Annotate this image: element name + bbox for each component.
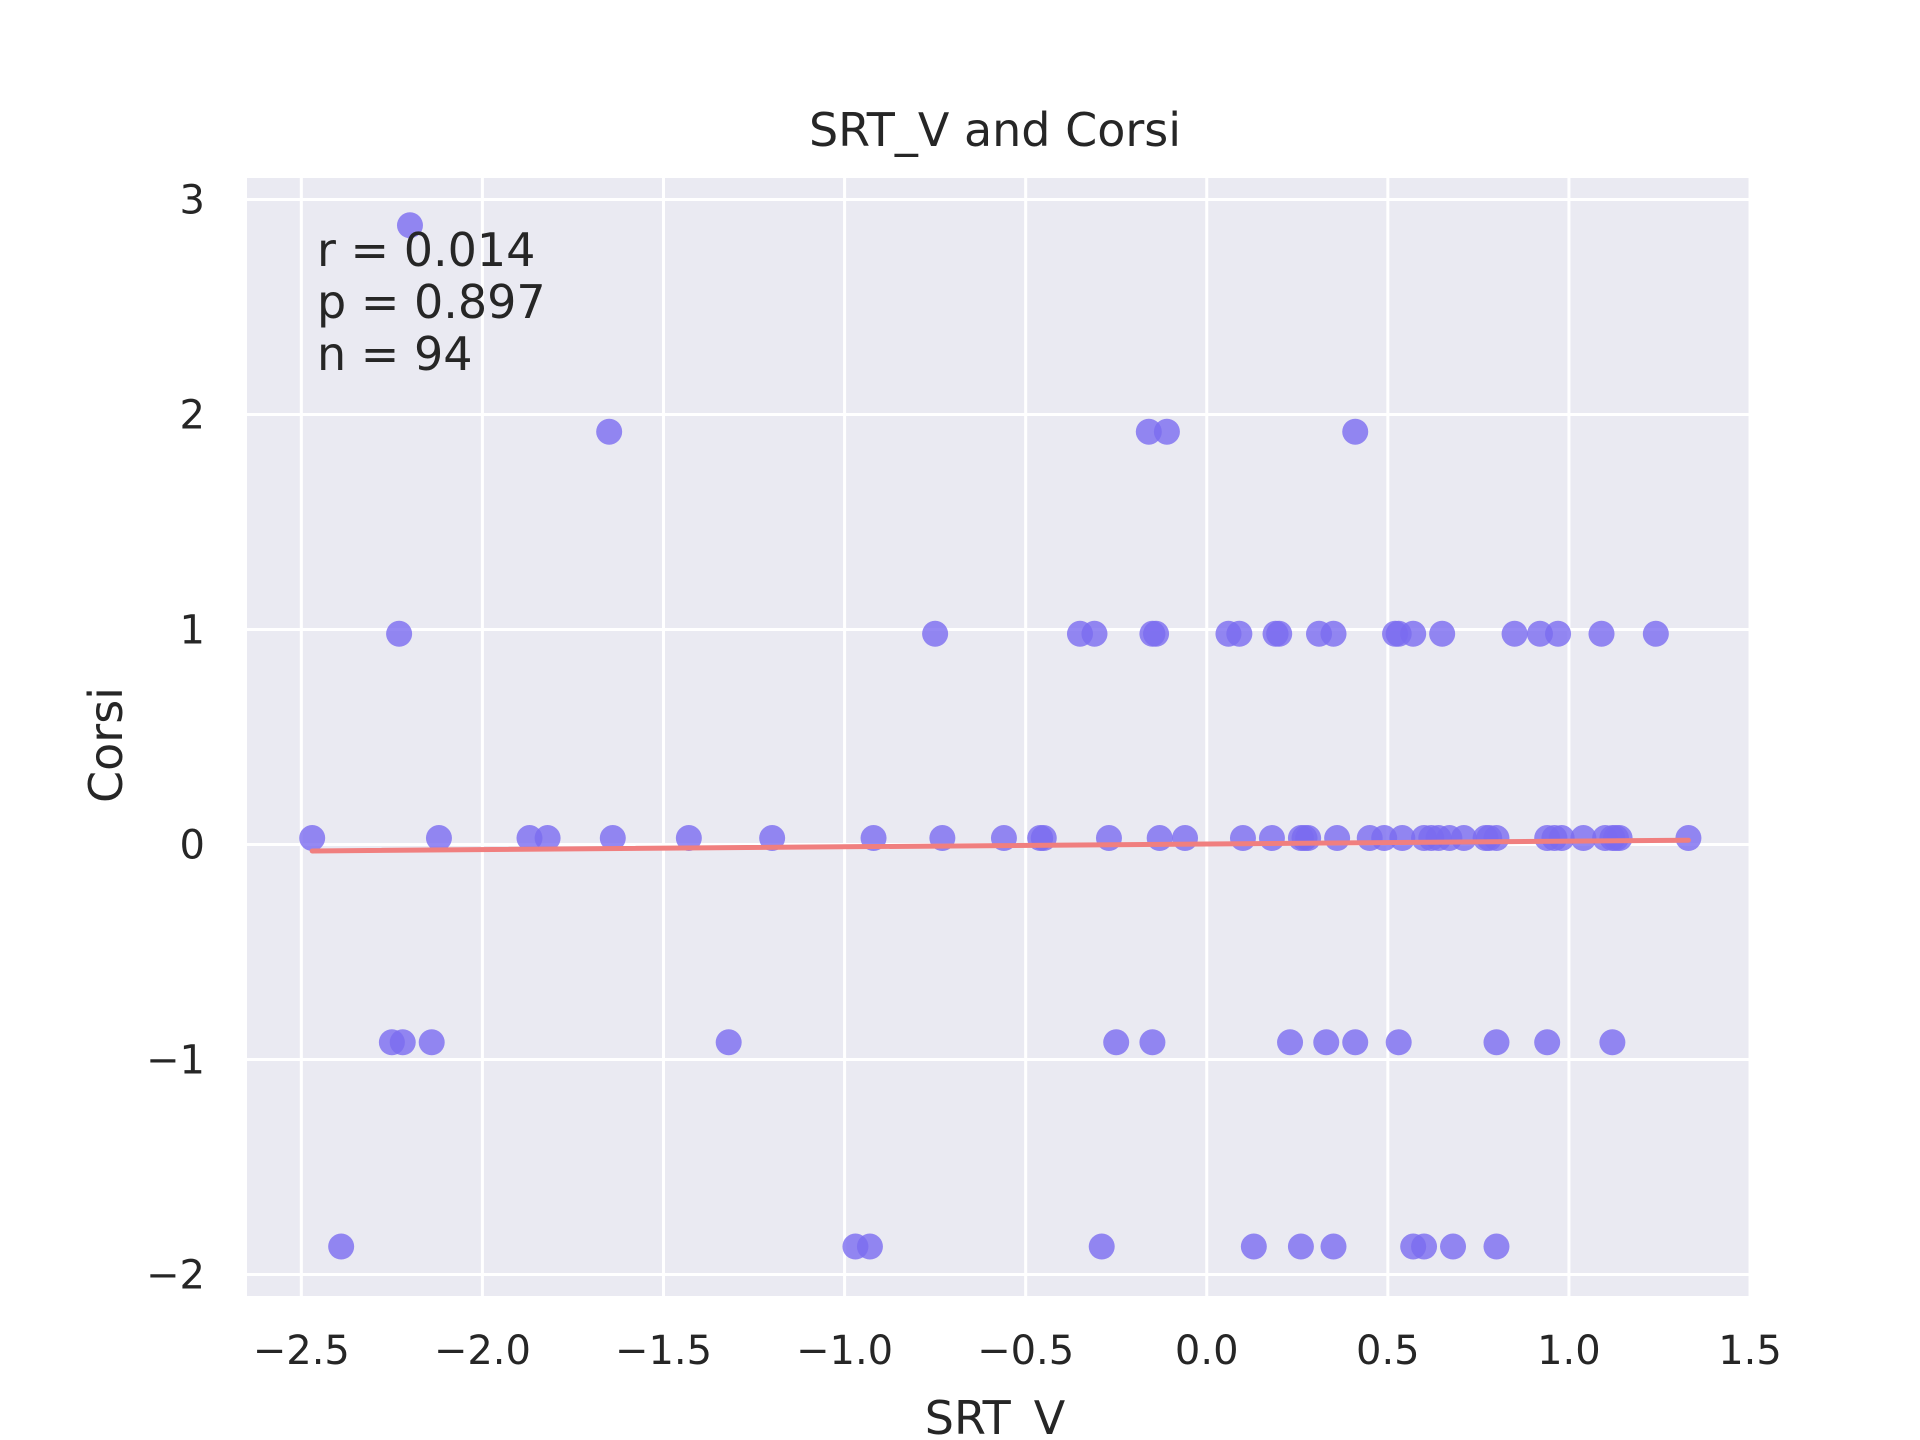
data-point	[1324, 825, 1351, 852]
data-point	[1570, 825, 1597, 852]
stats-annotation: r = 0.014 p = 0.897 n = 94	[317, 223, 546, 381]
data-point	[516, 825, 543, 852]
y-tick-label: 1	[180, 608, 205, 654]
data-point	[1429, 620, 1456, 647]
data-point	[715, 1029, 742, 1056]
data-point	[396, 212, 423, 239]
x-tick-label: −2.0	[434, 1328, 531, 1374]
data-point	[1342, 418, 1369, 445]
data-point	[425, 825, 452, 852]
x-tick-label: 0.5	[1356, 1328, 1420, 1374]
data-point	[1320, 1233, 1347, 1260]
data-point	[1501, 620, 1528, 647]
data-point	[1450, 825, 1477, 852]
x-tick-label: 1.5	[1718, 1328, 1782, 1374]
data-point	[1588, 620, 1615, 647]
data-point	[386, 620, 413, 647]
y-tick-labels: −2 −1 0 1 2 3	[146, 178, 205, 1299]
data-point	[1642, 620, 1669, 647]
data-point	[418, 1029, 445, 1056]
data-point	[1400, 620, 1427, 647]
data-point	[299, 825, 326, 852]
regression-line	[309, 837, 1691, 854]
data-point	[1143, 620, 1170, 647]
data-point	[1287, 1233, 1314, 1260]
data-point	[1548, 825, 1575, 852]
data-point	[1103, 1029, 1130, 1056]
data-point	[1526, 620, 1553, 647]
y-axis-label: Corsi	[79, 687, 133, 803]
data-point	[534, 825, 561, 852]
data-point	[1146, 825, 1173, 852]
data-point	[1226, 620, 1253, 647]
y-tick-label: 0	[180, 823, 205, 869]
data-point	[1088, 1233, 1115, 1260]
x-tick-labels: −2.5 −2.0 −1.5 −1.0 −0.5 0.0 0.5 1.0 1.5	[253, 1328, 1782, 1374]
data-point	[1599, 1029, 1626, 1056]
data-point	[1483, 1029, 1510, 1056]
stats-r: r = 0.014	[317, 223, 535, 277]
x-tick-label: 1.0	[1537, 1328, 1601, 1374]
x-tick-label: 0.0	[1175, 1328, 1239, 1374]
y-tick-label: 2	[180, 393, 205, 439]
data-point	[328, 1233, 355, 1260]
data-point	[1240, 1233, 1267, 1260]
data-point	[1295, 825, 1322, 852]
data-point	[1483, 825, 1510, 852]
x-tick-label: −1.0	[796, 1328, 893, 1374]
data-point	[1266, 620, 1293, 647]
data-point	[599, 825, 626, 852]
data-point	[1139, 1029, 1166, 1056]
x-axis-label: SRT_V	[925, 1391, 1066, 1440]
y-tick-label: 3	[180, 178, 205, 224]
data-point	[1342, 1029, 1369, 1056]
data-point	[1606, 825, 1633, 852]
data-point	[596, 418, 623, 445]
data-point	[675, 825, 702, 852]
stats-n: n = 94	[317, 327, 472, 381]
x-tick-label: −1.5	[615, 1328, 712, 1374]
data-point	[1229, 825, 1256, 852]
data-point	[856, 1233, 883, 1260]
x-gridlines	[299, 178, 1752, 1296]
y-tick-label: −2	[146, 1253, 205, 1299]
data-point	[1534, 1029, 1561, 1056]
data-point	[922, 620, 949, 647]
data-point	[1277, 1029, 1304, 1056]
data-point	[1320, 620, 1347, 647]
data-point	[1545, 620, 1572, 647]
data-point	[389, 1029, 416, 1056]
x-tick-label: −0.5	[977, 1328, 1074, 1374]
chart-title: SRT_V and Corsi	[809, 103, 1181, 157]
plot-background	[247, 178, 1750, 1296]
data-point	[1440, 1233, 1467, 1260]
data-point	[1483, 1233, 1510, 1260]
data-point	[1385, 1029, 1412, 1056]
data-point	[1081, 620, 1108, 647]
stats-p: p = 0.897	[317, 275, 546, 329]
x-tick-label: −2.5	[253, 1328, 350, 1374]
data-point	[1172, 825, 1199, 852]
data-point	[759, 825, 786, 852]
data-point	[1135, 418, 1162, 445]
data-point	[1258, 825, 1285, 852]
y-tick-label: −1	[146, 1038, 205, 1084]
data-point	[1313, 1029, 1340, 1056]
data-point	[1411, 1233, 1438, 1260]
data-point	[1153, 418, 1180, 445]
